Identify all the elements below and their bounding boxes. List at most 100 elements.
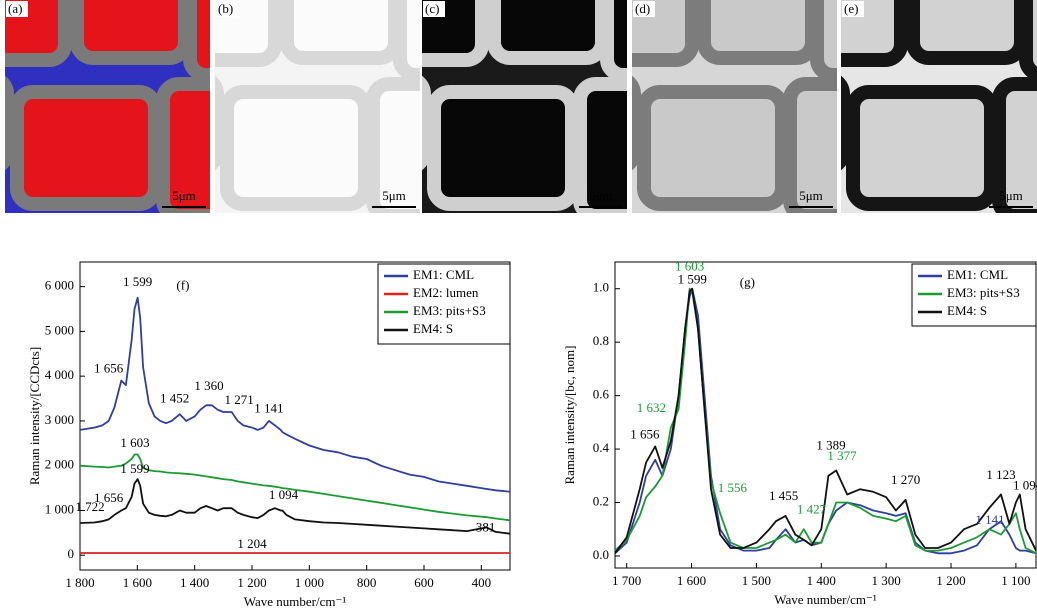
cell	[427, 85, 579, 211]
panel-label: (e)	[844, 1, 858, 16]
cell	[215, 75, 224, 171]
annotation: 1 599	[678, 272, 707, 287]
micrograph: (d) 5μm	[632, 0, 837, 213]
y-tick-label: 1 000	[45, 501, 74, 516]
annotation: 1 094	[269, 487, 299, 502]
y-axis-label: Raman intensity/[bc, nom]	[562, 345, 577, 484]
micrograph: (e) 5μm	[841, 0, 1037, 213]
annotation: 1 204	[237, 536, 267, 551]
scale-bar-label: 5μm	[382, 188, 406, 203]
panel-label: (d)	[635, 1, 650, 16]
plot-area	[80, 296, 510, 554]
x-tick-label: 1 000	[295, 575, 324, 590]
legend-label: EM1: CML	[947, 267, 1008, 282]
annotation: 1 452	[160, 390, 189, 405]
x-tick-label: 1 600	[677, 573, 706, 588]
annotation: 1 270	[891, 472, 920, 487]
y-tick-label: 0.0	[593, 547, 609, 562]
x-tick-label: 1 700	[612, 573, 641, 588]
cell	[637, 85, 789, 211]
x-tick-label: 1 400	[180, 575, 209, 590]
annotation: 1 599	[120, 461, 149, 476]
legend-label: EM3: pits+S3	[947, 285, 1020, 300]
scale-bar-label: 5μm	[172, 188, 196, 203]
cell	[156, 77, 210, 213]
annotation: 1 141	[975, 512, 1004, 527]
label-box	[842, 1, 864, 17]
cell	[783, 77, 837, 213]
annotation: 1 377	[827, 448, 857, 463]
plot-area	[615, 287, 1036, 555]
y-tick-label: 0.4	[593, 440, 610, 455]
x-tick-label: 1 300	[872, 573, 901, 588]
annotation: 1 603	[120, 435, 149, 450]
micrograph: (b) 5μm	[215, 0, 420, 213]
x-tick-label: 1 200	[237, 575, 266, 590]
y-tick-label: 0.2	[593, 494, 609, 509]
annotation: 1 556	[718, 480, 748, 495]
cell	[573, 77, 627, 213]
cell	[810, 0, 837, 82]
annotation: 1 599	[123, 274, 152, 289]
cell	[183, 0, 210, 82]
annotation: 1 455	[769, 488, 798, 503]
x-tick-label: 400	[472, 575, 492, 590]
annotation: 1 094	[1013, 477, 1037, 492]
cell	[846, 85, 998, 211]
spectrum-line	[80, 296, 510, 493]
x-tick-label: 1 200	[936, 573, 965, 588]
cell	[280, 0, 402, 65]
x-tick-label: 1 400	[807, 573, 836, 588]
legend-label: EM3: pits+S3	[413, 303, 486, 318]
panel-label: (a)	[8, 1, 22, 16]
x-axis-label: Wave number/cm⁻¹	[774, 592, 877, 607]
annotation: 1 141	[254, 401, 283, 416]
label-box	[6, 1, 28, 17]
legend-label: EM4: S	[413, 321, 453, 336]
spectrum-line	[615, 287, 1036, 555]
cell	[600, 0, 627, 82]
y-tick-label: 4 000	[45, 367, 74, 382]
annotation: 1 427	[797, 502, 827, 517]
legend-label: EM1: CML	[413, 267, 474, 282]
x-tick-label: 1 100	[1001, 573, 1030, 588]
x-tick-label: 1 600	[123, 575, 152, 590]
cell	[841, 75, 850, 171]
annotation: 1 389	[816, 437, 845, 452]
cell	[1019, 0, 1037, 82]
y-tick-label: 6 000	[45, 278, 74, 293]
cell	[487, 0, 609, 65]
scale-bar-label: 5μm	[589, 188, 613, 203]
cell	[220, 85, 372, 211]
cell	[697, 0, 819, 65]
y-tick-label: 1.0	[593, 280, 609, 295]
annotation: 1 632	[637, 400, 666, 415]
annotation: 1 656	[630, 427, 660, 442]
scale-bar-label: 5μm	[999, 188, 1023, 203]
annotation: 1 656	[94, 490, 124, 505]
micrograph: (a) 5μm	[5, 0, 210, 213]
annotation: 1 360	[194, 378, 223, 393]
label-box	[216, 1, 238, 17]
legend-label: EM4: S	[947, 303, 987, 318]
x-tick-label: 800	[357, 575, 377, 590]
y-tick-label: 5 000	[45, 322, 74, 337]
annotation: 1 656	[94, 360, 124, 375]
plot-frame	[614, 261, 1037, 569]
cell	[5, 75, 14, 171]
label-box	[633, 1, 655, 17]
y-tick-label: 2 000	[45, 457, 74, 472]
cell	[393, 0, 420, 82]
cell	[10, 85, 162, 211]
annotation: 381	[476, 519, 496, 534]
panel-label: (c)	[425, 1, 439, 16]
annotation: (g)	[740, 274, 755, 289]
cell	[366, 77, 420, 213]
x-tick-label: 1 500	[742, 573, 771, 588]
y-axis-label: Raman intensity/[CCDcts]	[27, 347, 42, 485]
annotation: 1 123	[986, 467, 1015, 482]
cell	[70, 0, 192, 65]
cell	[632, 75, 641, 171]
y-tick-label: 0.8	[593, 333, 609, 348]
